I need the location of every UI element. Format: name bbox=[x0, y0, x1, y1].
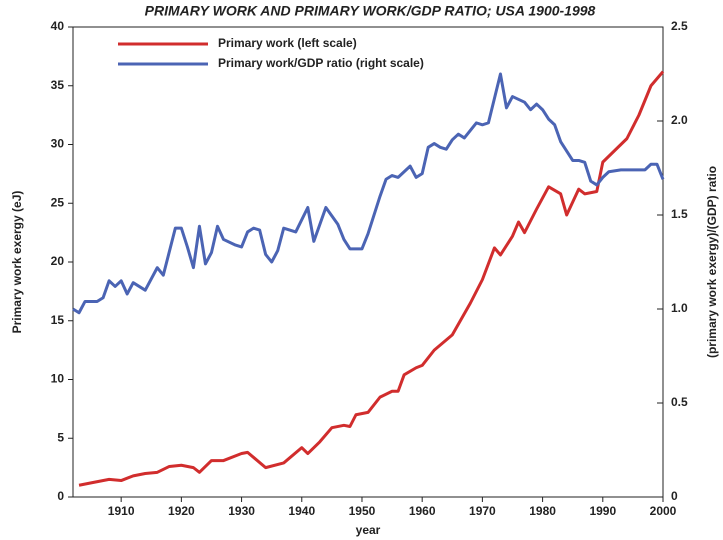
x-tick-label: 1990 bbox=[589, 504, 616, 518]
y-tick-label: 20 bbox=[51, 254, 65, 268]
x-tick-label: 1960 bbox=[409, 504, 436, 518]
chart-title: PRIMARY WORK AND PRIMARY WORK/GDP RATIO;… bbox=[145, 3, 596, 19]
y-tick-label: 0 bbox=[57, 489, 64, 503]
series-line bbox=[78, 70, 665, 487]
y2-tick-label: 0.5 bbox=[671, 395, 688, 409]
y2-tick-label: 2.0 bbox=[671, 113, 688, 127]
y-axis-label: Primary work exergy (eJ) bbox=[10, 191, 24, 334]
y-tick-label: 30 bbox=[51, 137, 65, 151]
x-tick-label: 1910 bbox=[108, 504, 135, 518]
y2-axis-label: (primary work exergy)/(GDP) ratio bbox=[705, 166, 719, 358]
y-tick-label: 25 bbox=[51, 195, 65, 209]
x-tick-label: 1980 bbox=[529, 504, 556, 518]
legend-label: Primary work (left scale) bbox=[218, 36, 357, 50]
plot-frame bbox=[72, 26, 664, 498]
x-tick-label: 2000 bbox=[650, 504, 677, 518]
y2-tick-label: 1.5 bbox=[671, 207, 688, 221]
y-tick-label: 35 bbox=[51, 78, 65, 92]
y2-tick-label: 0 bbox=[671, 489, 678, 503]
x-tick-label: 1950 bbox=[349, 504, 376, 518]
x-tick-label: 1930 bbox=[228, 504, 255, 518]
x-tick-label: 1920 bbox=[168, 504, 195, 518]
y-tick-label: 15 bbox=[51, 313, 65, 327]
y-tick-label: 40 bbox=[51, 19, 65, 33]
y-tick-label: 5 bbox=[57, 430, 64, 444]
x-tick-label: 1940 bbox=[288, 504, 315, 518]
x-tick-label: 1970 bbox=[469, 504, 496, 518]
y-tick-label: 10 bbox=[51, 372, 65, 386]
y2-tick-label: 2.5 bbox=[671, 19, 688, 33]
x-axis-label: year bbox=[356, 523, 381, 537]
series-line bbox=[72, 72, 665, 315]
y2-tick-label: 1.0 bbox=[671, 301, 688, 315]
legend-label: Primary work/GDP ratio (right scale) bbox=[218, 56, 424, 70]
